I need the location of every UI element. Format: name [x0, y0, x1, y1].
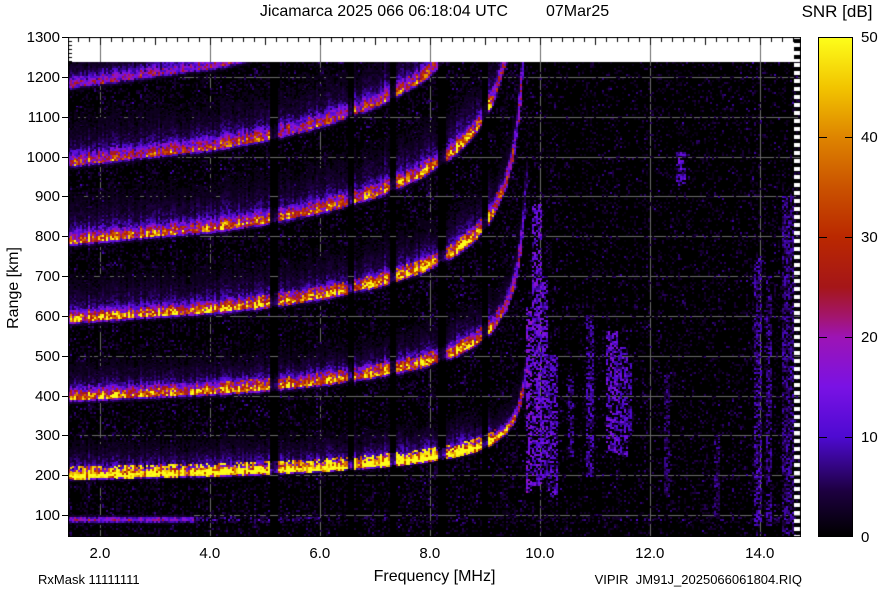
y-tick-label: 1000 — [26, 148, 60, 166]
colorbar-tick-mark — [845, 137, 853, 138]
colorbar-tick-mark — [819, 437, 827, 438]
y-tick-label: 900 — [34, 188, 60, 206]
x-axis-title: Frequency [MHz] — [373, 568, 496, 585]
colorbar-title: SNR [dB] — [801, 2, 873, 21]
colorbar-tick-mark — [845, 437, 853, 438]
y-tick-label: 100 — [34, 507, 60, 525]
colorbar — [818, 37, 853, 537]
colorbar-tick-mark — [845, 237, 853, 238]
y-tick-mark — [62, 37, 68, 38]
x-tick-label: 14.0 — [745, 545, 775, 562]
colorbar-tick-mark — [819, 237, 827, 238]
y-tick-mark — [62, 156, 68, 158]
colorbar-tick-mark — [819, 137, 827, 138]
y-tick-mark — [62, 515, 68, 517]
y-tick-label: 600 — [34, 307, 60, 325]
x-tick-label: 10.0 — [525, 545, 555, 562]
y-tick-label: 200 — [34, 467, 60, 485]
colorbar-tick-label: 30 — [861, 229, 878, 246]
y-tick-label: 300 — [34, 427, 60, 445]
y-tick-mark — [62, 315, 68, 317]
y-tick-label: 1200 — [26, 68, 60, 86]
y-tick-label: 500 — [34, 347, 60, 365]
rxmask-text: RxMask 11111111 — [38, 572, 140, 587]
x-tick-label: 6.0 — [309, 545, 331, 562]
chart-date-text: 07Mar25 — [545, 3, 610, 20]
y-tick-mark — [62, 355, 68, 357]
colorbar-tick-label: 20 — [861, 329, 878, 346]
x-tick-label: 12.0 — [635, 545, 665, 562]
y-tick-mark — [62, 276, 68, 278]
colorbar-tick-mark — [845, 337, 853, 338]
y-tick-mark — [62, 395, 68, 397]
y-tick-mark — [62, 236, 68, 238]
file-id-text: VIPIR JM91J_2025066061804.RIQ — [594, 572, 802, 587]
y-tick-label: 800 — [34, 228, 60, 246]
y-tick-mark — [62, 116, 68, 118]
y-tick-label: 1300 — [26, 29, 60, 46]
colorbar-tick-label: 50 — [861, 29, 878, 46]
y-tick-label: 700 — [34, 268, 60, 286]
y-tick-mark — [62, 76, 68, 78]
colorbar-tick-label: 10 — [861, 429, 878, 446]
x-tick-label: 2.0 — [89, 545, 111, 562]
chart-title: Jicamarca 2025 066 06:18:04 UTC 07Mar25 — [68, 3, 801, 21]
y-tick-mark — [62, 475, 68, 477]
colorbar-tick-label: 40 — [861, 129, 878, 146]
x-tick-label: 8.0 — [419, 545, 441, 562]
y-tick-mark — [62, 435, 68, 437]
colorbar-tick-label: 0 — [861, 529, 870, 546]
y-tick-label: 400 — [34, 387, 60, 405]
x-tick-label: 4.0 — [199, 545, 221, 562]
chart-title-text: Jicamarca 2025 066 06:18:04 UTC — [259, 3, 508, 20]
ionogram-canvas — [68, 37, 801, 537]
colorbar-tick-mark — [819, 337, 827, 338]
y-tick-mark — [62, 196, 68, 198]
y-tick-label: 1100 — [27, 108, 60, 126]
